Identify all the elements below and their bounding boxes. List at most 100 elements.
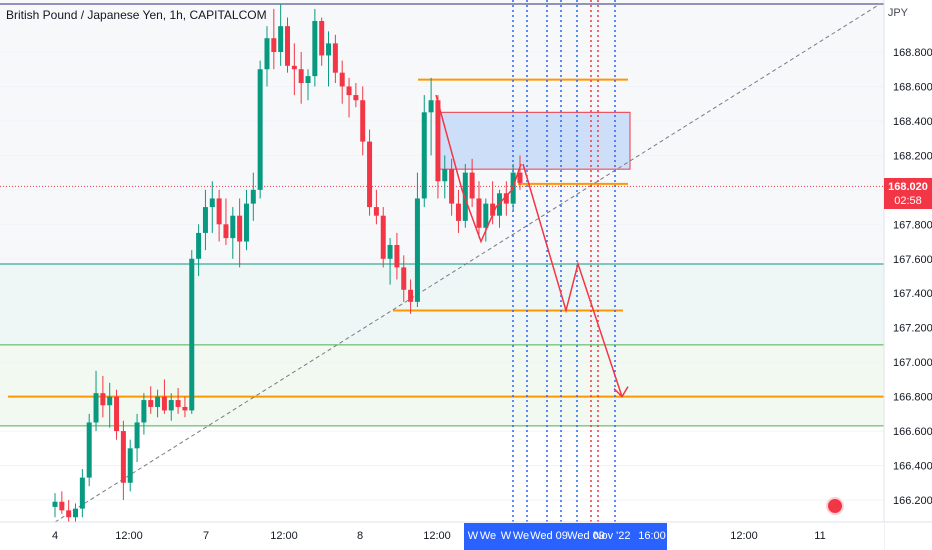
candle-body	[202, 207, 208, 233]
y-tick-label: 168.600	[893, 81, 932, 93]
y-tick-label: 167.400	[893, 288, 932, 300]
x-tick-label: 4	[52, 530, 58, 542]
y-tick-label: 167.200	[893, 323, 932, 335]
candle-body	[455, 203, 461, 221]
candle-body	[483, 203, 489, 228]
candle-body	[107, 396, 113, 406]
candle-body	[490, 203, 496, 216]
candle-body	[86, 422, 92, 478]
highlight-time-label: We	[513, 530, 529, 542]
y-tick-label: 166.600	[893, 426, 932, 438]
zone-band	[0, 344, 884, 426]
candle-body	[182, 406, 188, 411]
candle-body	[442, 169, 448, 182]
x-tick-label: 12:00	[270, 530, 298, 542]
candle-body	[120, 431, 126, 483]
candle-body	[449, 169, 455, 204]
y-tick-label: 168.800	[893, 47, 932, 59]
x-tick-label: 8	[357, 530, 363, 542]
highlight-time-label: Wed 09	[530, 530, 568, 542]
candle-body	[380, 215, 386, 259]
candle-body	[189, 258, 195, 411]
supply-zone-box	[435, 111, 631, 170]
y-tick-label: 167.600	[893, 254, 932, 266]
candle-body	[326, 43, 332, 56]
candle-body	[496, 193, 502, 216]
candle-body	[394, 244, 400, 268]
candle-body	[114, 396, 120, 432]
highlight-time-label: We	[480, 530, 496, 542]
candle-body	[319, 20, 325, 56]
candle-body	[346, 86, 352, 96]
last-price-value: 168.020	[888, 181, 928, 193]
candle-body	[66, 510, 72, 518]
time-range-highlight	[464, 523, 667, 550]
candle-body	[278, 26, 284, 52]
candle-body	[414, 198, 420, 302]
candle-body	[408, 289, 414, 302]
candle-body	[243, 203, 249, 242]
candle-body	[353, 95, 359, 101]
zone-band	[0, 263, 884, 345]
candle-body	[216, 198, 222, 225]
forecast-path	[522, 163, 623, 397]
candle-body	[141, 400, 147, 423]
candle-body	[155, 396, 161, 407]
candle-body	[59, 501, 65, 511]
candle-body	[367, 141, 373, 208]
candle-body	[100, 393, 106, 406]
highlight-time-label: Wed 09	[567, 530, 605, 542]
y-tick-label: 166.800	[893, 392, 932, 404]
candle-body	[223, 224, 229, 239]
x-tick-label: 12:00	[115, 530, 143, 542]
y-tick-label: 167.000	[893, 357, 932, 369]
candle-body	[257, 69, 263, 190]
candle-body	[305, 76, 311, 84]
trend-line	[54, 3, 881, 523]
candle-body	[360, 100, 366, 142]
bar-countdown: 02:58	[894, 195, 922, 207]
candle-body	[312, 20, 318, 77]
time-axis	[0, 522, 884, 550]
candle-body	[127, 448, 133, 483]
y-tick-label: 166.200	[893, 495, 932, 507]
candle-body	[161, 396, 167, 411]
highlight-time-label: 16:00	[638, 530, 666, 542]
candle-body	[52, 501, 58, 507]
candle-body	[285, 26, 290, 66]
highlight-time-label: Nov '22	[594, 530, 631, 542]
candle-body	[168, 400, 174, 411]
uk-flag-icon	[826, 497, 844, 515]
candle-body	[264, 38, 270, 70]
x-tick-label: 7	[203, 530, 209, 542]
candle-body	[428, 100, 434, 113]
candle-body	[148, 400, 154, 407]
candle-body	[503, 193, 509, 204]
candle-body	[339, 72, 345, 87]
candle-body	[421, 112, 427, 199]
candle-body	[476, 198, 482, 228]
last-price-badge: 168.020 02:58	[884, 178, 932, 209]
y-tick-label: 166.400	[893, 461, 932, 473]
past-path	[435, 94, 522, 244]
candle-body	[79, 477, 85, 509]
chart-title: British Pound / Japanese Yen, 1h, CAPITA…	[6, 8, 267, 22]
candle-body	[291, 65, 297, 70]
candle-body	[196, 232, 202, 259]
price-axis	[884, 0, 932, 550]
forecast-arrowhead	[613, 386, 629, 398]
candle-body	[469, 172, 475, 199]
candle-body	[230, 215, 236, 239]
highlight-time-label: W	[501, 530, 512, 542]
candle-body	[134, 422, 140, 449]
candle-body	[387, 244, 393, 259]
y-tick-label: 168.200	[893, 150, 932, 162]
candle-body	[73, 508, 79, 518]
y-tick-label: 168.400	[893, 116, 932, 128]
candle-body	[517, 172, 523, 183]
candle-body	[435, 100, 441, 182]
candle-body	[271, 38, 277, 52]
highlight-time-label: W	[468, 530, 479, 542]
candle-body	[175, 400, 181, 407]
